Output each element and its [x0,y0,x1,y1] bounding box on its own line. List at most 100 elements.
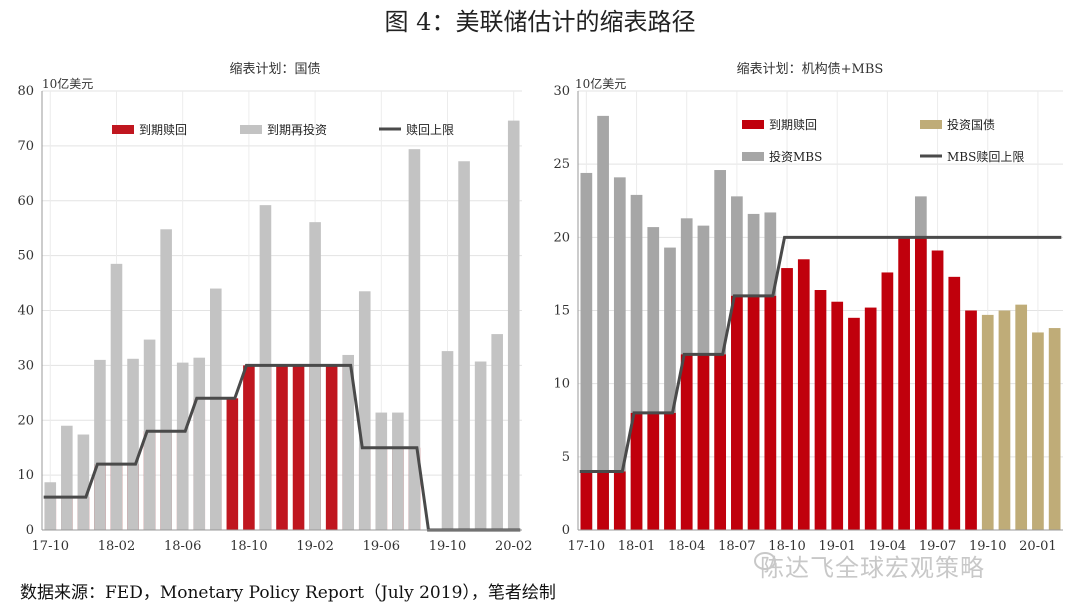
bar [491,334,503,530]
bar [226,398,239,530]
bar [998,310,1011,530]
x-tick-label: 19-02 [296,539,333,554]
y-tick-label: 25 [553,157,570,172]
chart-title: 缩表计划：国债 [229,61,320,77]
bar [714,354,727,530]
bar [44,482,57,530]
bar [965,310,977,530]
legend-swatch [920,120,942,129]
wechat-icon [754,552,776,570]
legend-label: MBS赎回上限 [947,150,1024,164]
y-tick-label: 60 [17,194,34,209]
y-tick-label: 20 [17,413,34,428]
bar [797,259,810,530]
bar [814,290,827,530]
legend-label: 到期赎回 [139,123,187,137]
legend-label: 赎回上限 [406,123,454,137]
bar [127,358,139,530]
x-tick-label: 18-02 [98,539,135,554]
bar [680,354,693,530]
bar [458,161,470,531]
bar [1032,332,1044,530]
series-line [579,235,1062,473]
y-tick-label: 0 [562,523,570,538]
bar [193,357,206,530]
y-tick-label: 40 [17,304,34,319]
bar [259,205,272,530]
bar [647,227,660,530]
y-tick-label: 15 [553,304,570,319]
x-tick-label: 19-10 [429,539,466,554]
legend-swatch [112,125,134,134]
legend-item: 到期赎回 [112,123,187,137]
bar [597,471,609,530]
bar [176,362,189,530]
legend-item: 到期赎回 [742,118,817,132]
bar [309,222,321,530]
y-tick-label: 30 [17,358,34,373]
bar [647,412,660,530]
legend-label: 投资MBS [769,149,822,164]
x-tick-label: 19-04 [869,539,906,554]
bar [375,412,388,530]
bar [881,272,894,530]
bar [325,365,338,530]
bar [981,314,994,530]
y-tick-label: 70 [17,139,34,154]
bar [731,295,743,530]
bar [276,365,288,530]
bar [580,471,593,530]
bar [613,471,626,530]
bar [474,361,487,530]
source-note: 数据来源：FED，Monetary Policy Report（July 201… [20,583,556,603]
bar [864,307,877,530]
bar [110,263,123,530]
y-tick-label: 10 [553,377,570,392]
legend-swatch [742,152,764,161]
x-tick-label: 19-01 [818,539,855,554]
bar [507,120,520,530]
bar [697,354,710,530]
bar [630,412,643,530]
legend-item: 到期再投资 [240,122,327,137]
bar [898,237,910,531]
bar [441,351,454,530]
bar [664,412,676,530]
bar [61,425,73,530]
x-tick-label: 18-10 [768,539,805,554]
x-tick-label: 18-10 [230,539,267,554]
y-tick-label: 10 [17,468,34,483]
bar [747,295,760,530]
legend-label: 投资国债 [947,117,995,132]
x-tick-label: 17-10 [32,539,69,554]
x-tick-label: 19-07 [919,539,956,554]
legend-swatch [240,125,262,134]
bar [948,276,961,530]
bar [781,268,793,530]
bar [292,365,305,530]
bar [764,295,777,530]
y-tick-label: 50 [17,249,34,264]
x-tick-label: 18-04 [668,539,705,554]
bar [664,247,676,530]
bar [831,301,844,530]
y-unit-label: 10亿美元 [42,76,93,91]
watermark: 陈达飞全球宏观策略 [760,554,985,582]
bar [613,177,626,530]
bar [392,412,404,530]
x-tick-label: 20-02 [495,539,532,554]
bar [143,339,156,530]
legend-label: 到期赎回 [769,118,817,132]
bar [597,115,609,531]
bar [160,229,172,530]
bar [1048,328,1061,530]
bar [77,434,90,530]
legend-item: MBS赎回上限 [920,150,1024,164]
bar [342,354,354,530]
bar [714,170,727,530]
y-tick-label: 20 [553,230,570,245]
bar [630,194,643,530]
figure-title: 图 4：美联储估计的缩表路径 [384,8,696,36]
legend-label: 到期再投资 [267,122,327,137]
bar [94,359,106,530]
